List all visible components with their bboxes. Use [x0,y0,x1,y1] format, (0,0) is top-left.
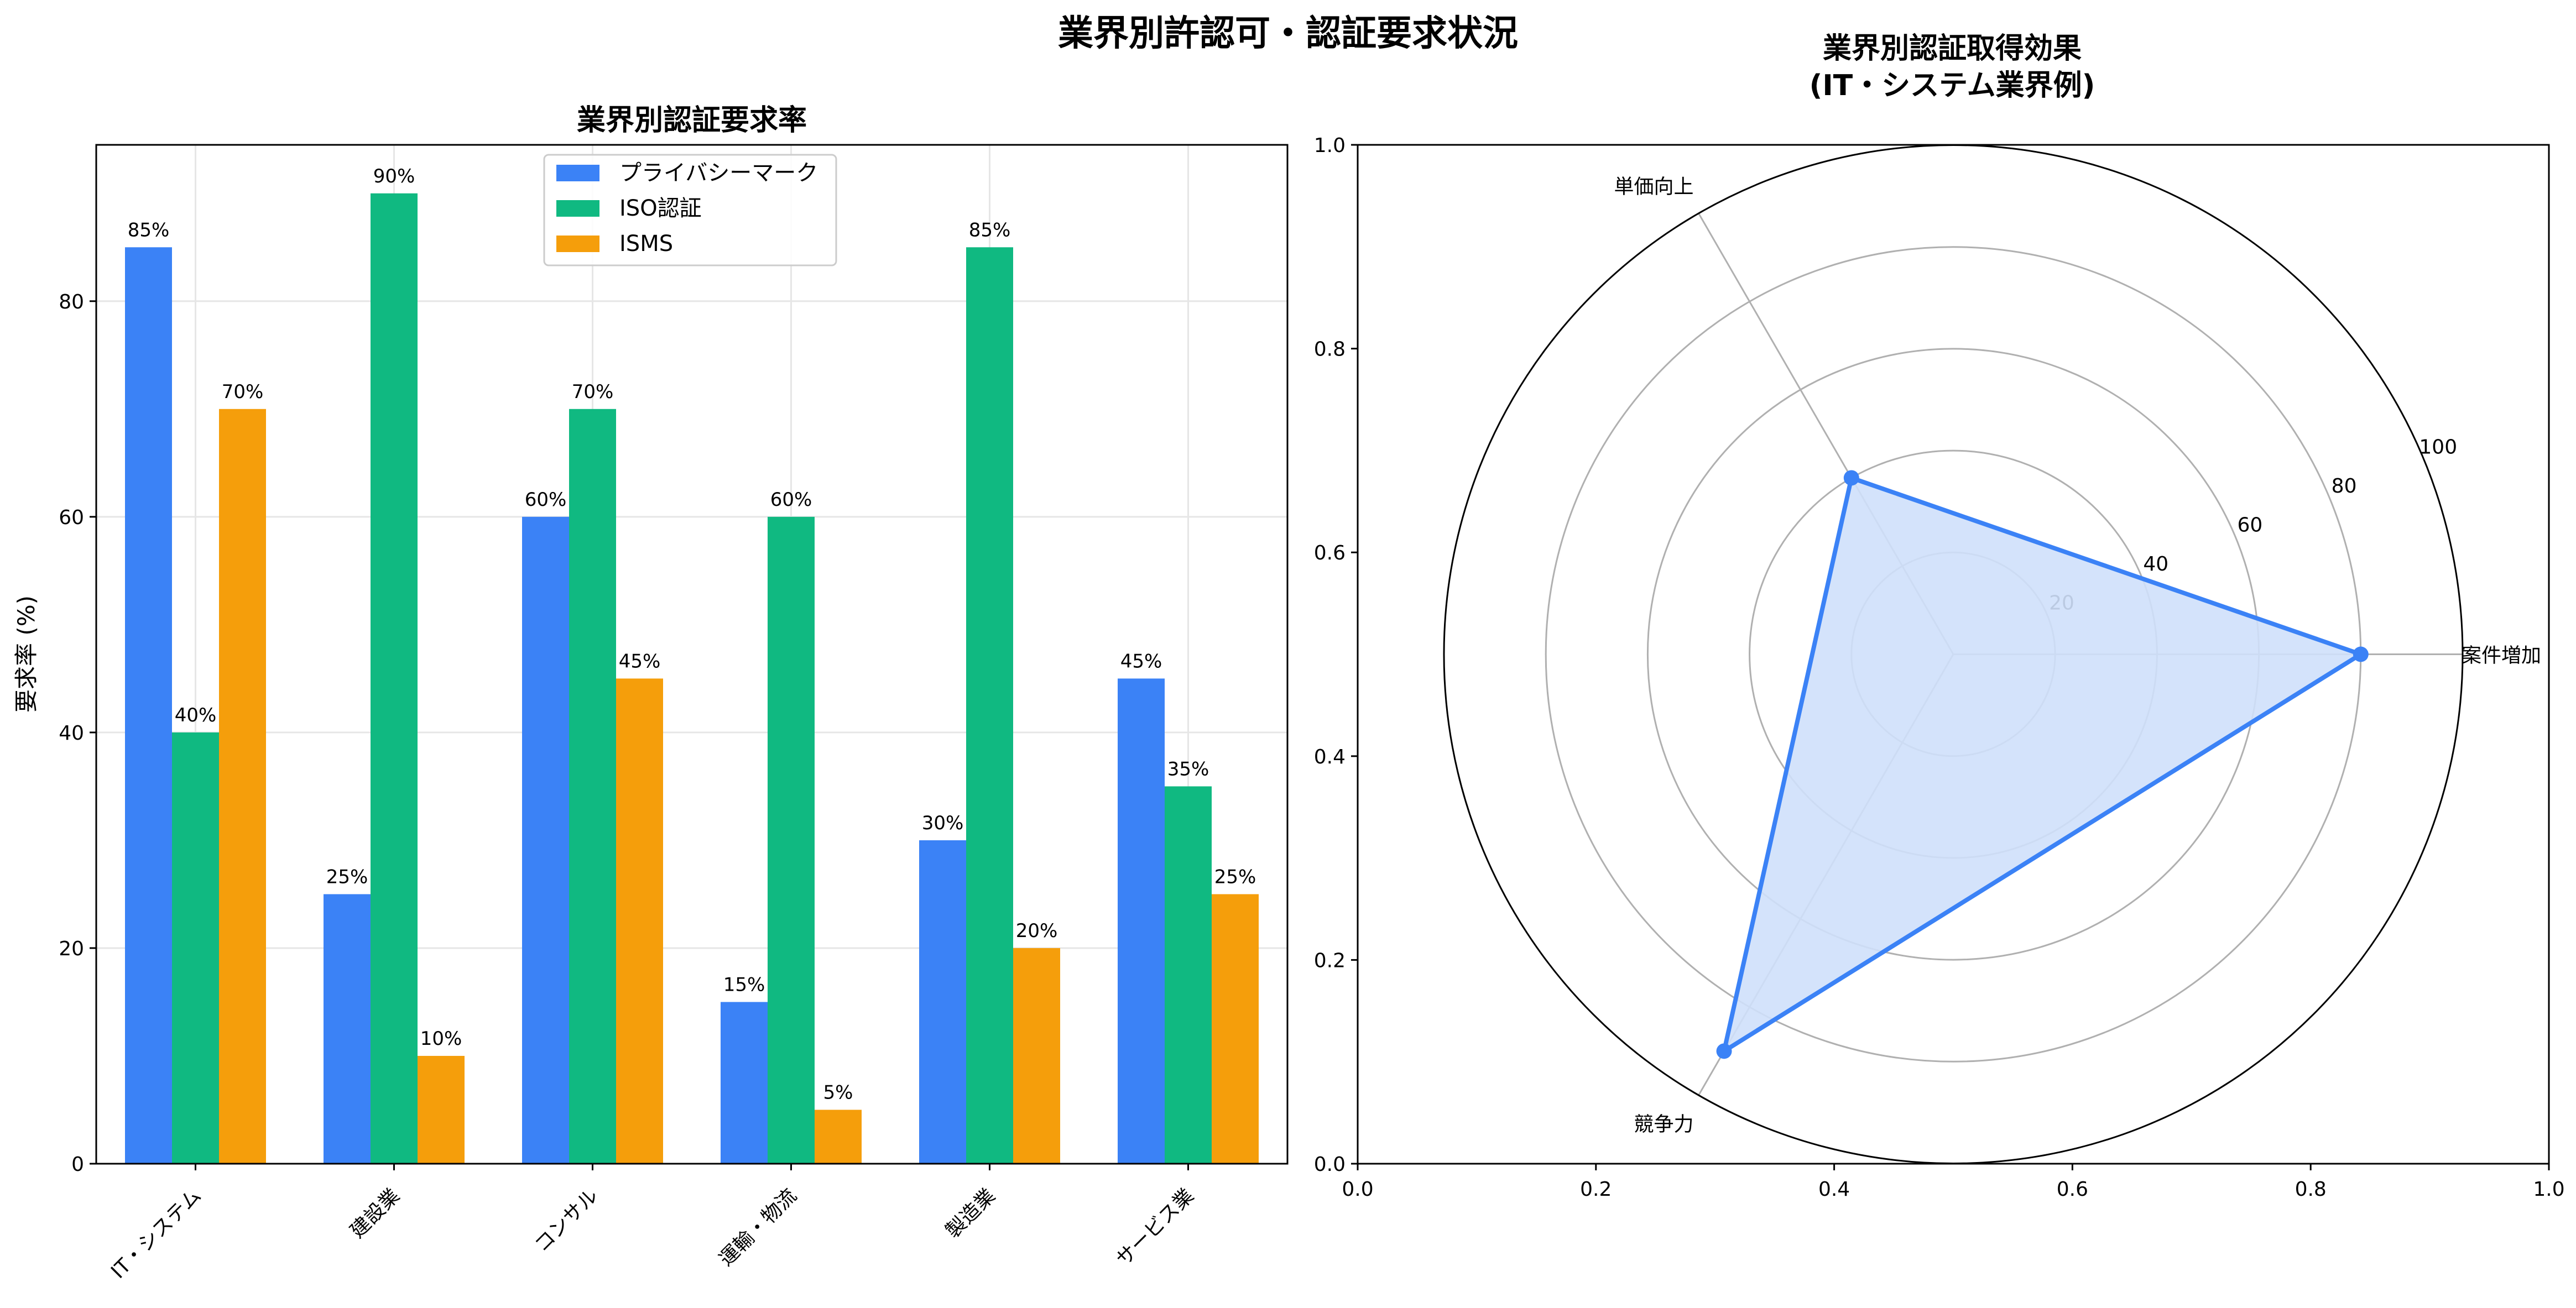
figure-title: 業界別許認可・認証要求状況 [1058,13,1518,54]
bar [1165,786,1212,1164]
legend-label-isms: ISMS [619,231,673,257]
radar-frame-y-tick-label: 0.0 [1314,1153,1346,1176]
radar-axis-label: 単価向上 [1614,176,1693,198]
radar-chart-title-line1: 業界別認証取得効果 [1823,32,2082,65]
radar-frame-y-tick-label: 0.8 [1314,338,1346,361]
bar [919,840,966,1164]
legend-label-privacy: プライバシーマーク [619,160,818,186]
bar-plot-frame [96,145,1287,1164]
bar-y-tick-label: 60 [59,506,84,529]
bar-y-ticks: 0 20 40 60 80 [59,291,96,1176]
bar [522,517,569,1164]
radar-frame-x-tick-label: 0.2 [1580,1178,1612,1201]
radar-chart: 業界別認証取得効果 (IT・システム業界例) 0.0 0.2 0.4 0.6 0.8 1.… [1314,32,2565,1201]
bar-data-label: 85% [128,219,170,241]
bar [324,894,371,1164]
bar [616,678,663,1164]
radar-chart-title-line2: (IT・システム業界例) [1810,69,2095,102]
bar-data-label: 30% [922,812,964,834]
radar-axis-label: 競争力 [1634,1113,1693,1136]
bar-x-tick-label: 運輸・物流 [715,1184,801,1270]
bar-y-tick-label: 80 [59,291,84,313]
bar-data-label: 60% [525,489,567,511]
bar-y-axis-label: 要求率 (%) [13,595,40,713]
bar-x-tick-label: サービス業 [1112,1184,1198,1270]
radar-frame-x-tick-label: 0.4 [1818,1178,1850,1201]
radar-r-tick-label: 80 [2332,475,2357,498]
radar-frame-x-tick-label: 0.8 [2295,1178,2327,1201]
legend-swatch-privacy [556,165,599,181]
bar-data-label: 60% [770,489,812,511]
bar-chart-title: 業界別認証要求率 [577,104,807,137]
bar-chart: 業界別認証要求率 85% 40% 70% 25% 90% 10% 60% 70% 45% 15% 6… [13,104,1287,1283]
bar-data-label: 20% [1016,920,1058,942]
bar-y-tick-label: 0 [71,1153,84,1176]
radar-area [1724,478,2361,1051]
radar-point [1844,470,1859,485]
bar-data-label: 85% [969,219,1011,241]
bar-data-label: 90% [373,165,415,187]
legend-swatch-iso [556,200,599,217]
radar-axis-label: 案件増加 [2462,645,2541,667]
bar-x-ticks: IT・システム 建設業 コンサル 運輸・物流 製造業 サービス業 [107,1164,1198,1283]
radar-r-tick-label: 100 [2419,436,2457,458]
bar [1212,894,1259,1164]
bar [815,1110,862,1164]
radar-r-tick-label: 40 [2143,553,2168,575]
bar [569,409,616,1164]
bar-data-label: 40% [175,704,217,726]
bar-data-label: 70% [572,381,614,403]
bar-data-label: 15% [723,974,765,996]
bar [721,1002,768,1164]
bar [1013,948,1060,1164]
bar-legend: プライバシーマーク ISO認証 ISMS [544,155,836,265]
bar-data-labels: 85% 40% 70% 25% 90% 10% 60% 70% 45% 15% 60% 5% 30% 85… [128,165,1256,1104]
bar-x-tick-label: コンサル [530,1184,603,1257]
legend-label-iso: ISO認証 [619,196,702,221]
bar-data-label: 5% [823,1081,853,1103]
radar-point [2353,647,2369,662]
radar-frame-y-tick-label: 1.0 [1314,134,1346,157]
radar-frame-x-tick-label: 0.0 [1342,1178,1373,1201]
legend-swatch-isms [556,236,599,252]
bar [768,517,815,1164]
bar-data-label: 35% [1167,758,1209,780]
bar-data-label: 25% [1214,866,1256,888]
bar [1118,678,1165,1164]
radar-frame-x-tick-label: 0.6 [2057,1178,2088,1201]
bar-data-label: 70% [222,381,264,403]
bar-x-tick-label: 建設業 [346,1184,404,1242]
bar-y-tick-label: 40 [59,722,84,745]
radar-frame-y-tick-label: 0.4 [1314,746,1346,768]
bar-data-label: 45% [1120,650,1162,672]
radar-frame-x-tick-label: 1.0 [2533,1178,2564,1201]
bar [966,247,1013,1164]
bar [219,409,266,1164]
bar-y-tick-label: 20 [59,938,84,960]
radar-body: 20406080100案件増加単価向上競争力 [1444,145,2541,1164]
bar-x-tick-label: IT・システム [107,1184,206,1283]
bar-series-group [125,193,1259,1164]
bar [172,733,219,1164]
bar-x-tick-label: 製造業 [941,1184,999,1242]
bar-data-label: 45% [619,650,661,672]
radar-point [1717,1043,1732,1059]
radar-r-tick-label: 60 [2237,514,2262,536]
bar [418,1056,465,1164]
radar-frame-y-tick-label: 0.6 [1314,542,1346,564]
bar-data-label: 25% [326,866,368,888]
radar-frame-y-tick-label: 0.2 [1314,949,1346,972]
bar-data-label: 10% [420,1028,462,1050]
bar [371,193,418,1164]
bar-grid [96,145,1287,1164]
bar [125,247,172,1164]
